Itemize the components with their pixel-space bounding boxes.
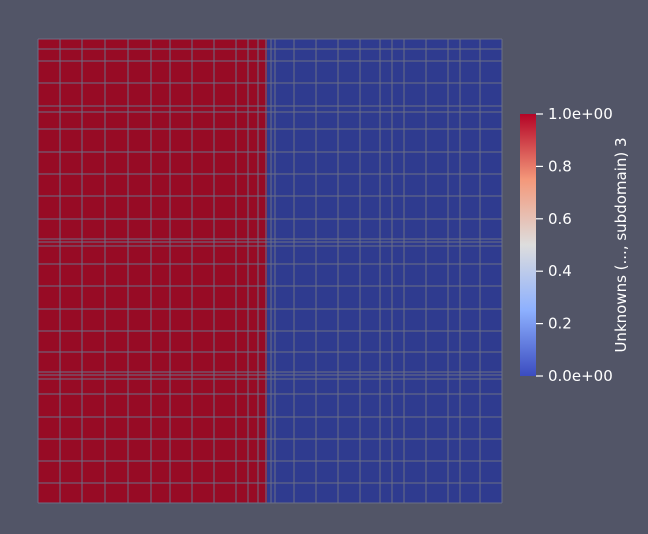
color-bar-tick-label: 0.6 — [548, 210, 572, 228]
color-bar-gradient — [520, 114, 536, 376]
subdomain-region-0 — [267, 39, 502, 503]
color-bar-tick-label: 0.2 — [548, 315, 572, 333]
color-bar-tick-label: 1.0e+00 — [548, 105, 613, 123]
color-bar-tick-label: 0.4 — [548, 262, 572, 280]
color-bar-legend: 1.0e+00 0.8 0.6 0.4 0.2 0.0e+00 Unknowns (...… — [520, 105, 630, 385]
color-bar-tick-label: 0.0e+00 — [548, 367, 613, 385]
mesh-subdomain-plot — [37, 38, 503, 504]
color-bar-title: Unknowns (..., subdomain) 3 — [612, 137, 630, 352]
subdomain-region-1 — [38, 39, 267, 503]
color-bar-tick-label: 0.8 — [548, 157, 572, 175]
